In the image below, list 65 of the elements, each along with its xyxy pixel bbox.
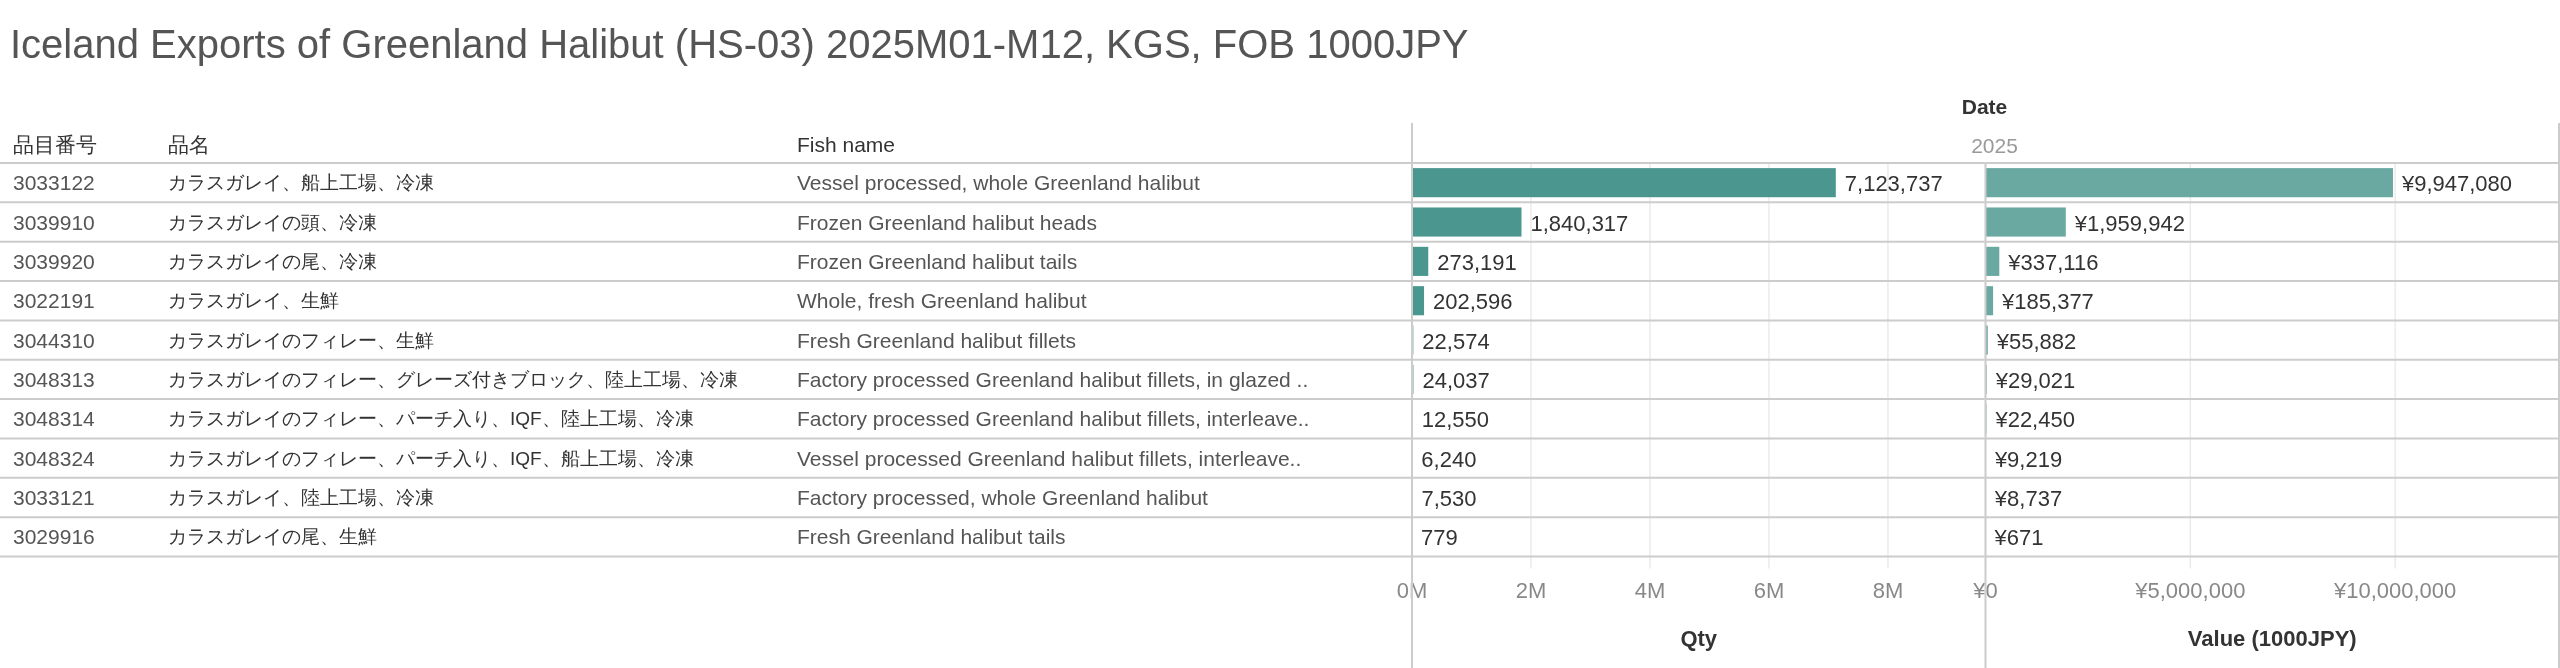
- text: カラスガレイのフィレー、パーチ入り、IQF、陸上工場、冷凍: [168, 408, 694, 430]
- text: Factory processed, whole Greenland halibut: [797, 485, 1209, 509]
- data-label: 273,191: [1437, 249, 1517, 275]
- text: Fish name: [797, 132, 896, 156]
- text: カラスガレイの尾、冷凍: [168, 250, 377, 272]
- text: カラスガレイ、船上工場、冷凍: [168, 172, 434, 194]
- data-label: 12,550: [1421, 407, 1490, 433]
- text: Factory processed Greenland halibut fillets, in glazed ..: [797, 367, 1309, 391]
- text: カラスガレイのフィレー、グレーズ付きブロック、陸上工場、冷凍: [168, 368, 738, 390]
- text: 3039910: [13, 210, 95, 234]
- data-label: ¥8,737: [1993, 485, 2063, 511]
- data-label: ¥1,959,942: [2073, 210, 2185, 236]
- text: 3033122: [13, 171, 95, 195]
- data-label: 7,123,737: [1844, 171, 1943, 197]
- text: カラスガレイの尾、生鮮: [168, 526, 377, 548]
- text: カラスガレイ、陸上工場、冷凍: [168, 486, 434, 508]
- text: Iceland Exports of Greenland Halibut (HS-03) 2025M01-M12, KGS, FOB 1000JPY: [10, 22, 1469, 66]
- data-label: ¥9,219: [1993, 446, 2063, 472]
- text: カラスガレイのフィレー、生鮮: [168, 329, 434, 351]
- text: Factory processed Greenland halibut fillets, interleave..: [797, 407, 1310, 431]
- data-label: 1,840,317: [1530, 210, 1629, 236]
- text: 3048313: [13, 367, 95, 391]
- x-tick-label: 4M: [1634, 577, 1666, 603]
- text: Vessel processed, whole Greenland halibut: [797, 171, 1200, 195]
- text: 品目番号: [13, 132, 97, 156]
- text: 3044310: [13, 328, 95, 352]
- data-label: 6,240: [1421, 446, 1477, 472]
- x-axis-title: Qty: [1680, 625, 1718, 651]
- x-tick-label: 2M: [1515, 577, 1547, 603]
- text: カラスガレイのフィレー、パーチ入り、IQF、船上工場、冷凍: [168, 447, 694, 469]
- text: 3029916: [13, 525, 95, 549]
- text: 3048324: [13, 446, 96, 470]
- text: Frozen Greenland halibut tails: [797, 249, 1078, 273]
- data-label: 779: [1421, 525, 1458, 551]
- text: 3048314: [13, 407, 96, 431]
- data-label: ¥185,377: [2001, 289, 2094, 315]
- data-label: ¥55,882: [1995, 328, 2077, 354]
- text: Vessel processed Greenland halibut fillets, interleave..: [797, 446, 1302, 470]
- text: カラスガレイ、生鮮: [168, 290, 339, 312]
- data-label: 22,574: [1422, 328, 1490, 354]
- x-tick-label: ¥10,000,000: [2332, 577, 2457, 603]
- data-label: ¥29,021: [1994, 367, 2076, 393]
- text: 品名: [168, 132, 210, 156]
- data-label: ¥22,450: [1994, 407, 2075, 433]
- text: Frozen Greenland halibut heads: [797, 210, 1098, 234]
- data-label: ¥9,947,080: [2400, 171, 2513, 197]
- text: Fresh Greenland halibut fillets: [797, 328, 1076, 352]
- text: 3039920: [13, 249, 95, 273]
- text: Date: [1961, 94, 2008, 118]
- text: カラスガレイの頭、冷凍: [168, 211, 377, 233]
- x-tick-label: 8M: [1872, 577, 1904, 603]
- x-axis-title: Value (1000JPY): [2187, 625, 2357, 651]
- text: Whole, fresh Greenland halibut: [797, 289, 1087, 313]
- x-tick-label: 6M: [1753, 577, 1785, 603]
- text: 3033121: [13, 485, 95, 509]
- data-label: 7,530: [1421, 485, 1477, 511]
- data-label: ¥337,116: [2007, 249, 2099, 275]
- text: 3022191: [13, 289, 95, 313]
- data-label: 24,037: [1422, 367, 1490, 393]
- x-tick-label: ¥0: [1972, 577, 1998, 603]
- text: Fresh Greenland halibut tails: [797, 525, 1066, 549]
- text: 2025: [1971, 133, 2018, 157]
- data-label: 202,596: [1433, 289, 1513, 315]
- x-tick-label: ¥5,000,000: [2134, 577, 2246, 603]
- data-label: ¥671: [1993, 525, 2044, 551]
